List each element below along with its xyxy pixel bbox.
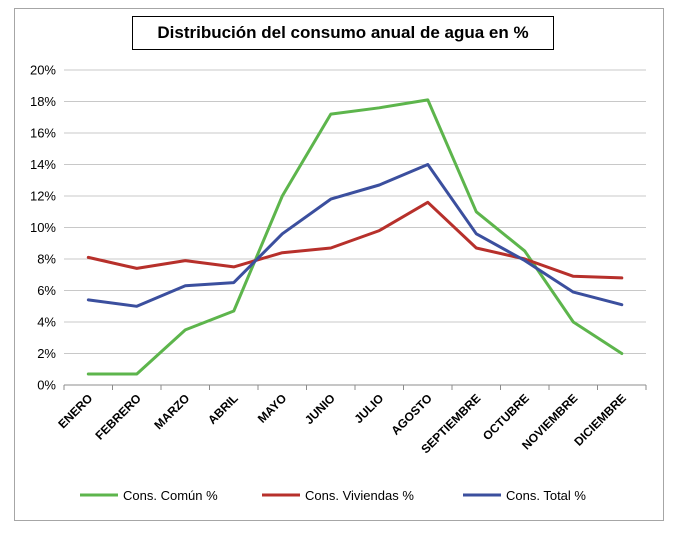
- legend-label: Cons. Viviendas %: [305, 488, 414, 503]
- x-tick-label: FEBRERO: [92, 391, 143, 442]
- y-tick-label: 12%: [30, 189, 56, 204]
- y-axis-ticks: 0% 2% 4% 6% 8% 10% 12% 14% 16% 18% 20%: [30, 63, 56, 393]
- chart-title: Distribución del consumo anual de agua e…: [132, 16, 554, 50]
- series-lines: [86, 98, 624, 376]
- y-tick-label: 6%: [37, 283, 56, 298]
- x-tick-label: MARZO: [151, 391, 192, 432]
- x-tick-label: AGOSTO: [388, 391, 435, 438]
- legend: Cons. Común % Cons. Viviendas % Cons. Tota…: [80, 488, 586, 503]
- series-line: [86, 200, 624, 280]
- y-tick-label: 16%: [30, 126, 56, 141]
- x-tick-label: OCTUBRE: [480, 391, 532, 443]
- y-tick-label: 18%: [30, 94, 56, 109]
- x-tick-label: ABRIL: [205, 391, 241, 427]
- x-tick-label: JULIO: [351, 391, 386, 426]
- y-tick-label: 0%: [37, 378, 56, 393]
- y-tick-label: 2%: [37, 346, 56, 361]
- x-tick-label: MAYO: [255, 391, 290, 426]
- x-tick-label: DICIEMBRE: [571, 391, 629, 449]
- y-tick-label: 14%: [30, 157, 56, 172]
- y-tick-label: 8%: [37, 252, 56, 267]
- series-line: [86, 98, 624, 376]
- legend-label: Cons. Total %: [506, 488, 586, 503]
- series-line: [86, 163, 624, 308]
- y-tick-label: 20%: [30, 63, 56, 78]
- gridlines: [63, 69, 647, 390]
- x-tick-label: JUNIO: [302, 391, 338, 427]
- y-tick-label: 10%: [30, 220, 56, 235]
- x-tick-label: ENERO: [55, 391, 95, 431]
- legend-label: Cons. Común %: [123, 488, 218, 503]
- y-tick-label: 4%: [37, 315, 56, 330]
